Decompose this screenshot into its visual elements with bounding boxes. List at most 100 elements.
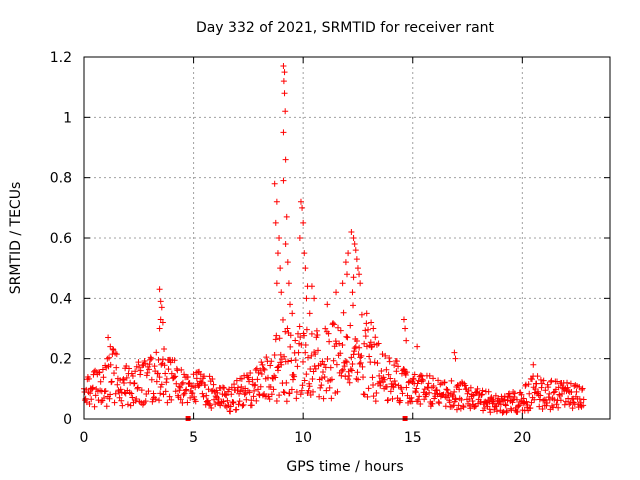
data-point xyxy=(305,387,312,394)
data-point xyxy=(503,407,510,414)
data-point xyxy=(203,392,210,399)
data-point xyxy=(539,405,546,412)
data-point xyxy=(293,389,300,396)
data-point xyxy=(381,376,388,383)
data-point xyxy=(350,274,357,281)
data-point xyxy=(333,289,340,296)
data-point xyxy=(208,404,215,411)
data-point xyxy=(327,364,334,371)
data-point xyxy=(183,386,190,393)
data-point xyxy=(88,396,95,403)
data-point xyxy=(260,365,267,372)
data-point xyxy=(511,393,518,400)
data-point xyxy=(129,372,136,379)
data-point xyxy=(382,352,389,359)
data-point xyxy=(320,395,327,402)
data-point xyxy=(233,406,240,413)
data-point xyxy=(377,382,384,389)
data-point xyxy=(195,382,202,389)
data-point xyxy=(326,338,333,345)
data-point xyxy=(303,326,310,333)
data-point xyxy=(402,371,409,378)
data-point xyxy=(332,338,339,345)
data-point xyxy=(306,310,313,317)
y-tick-label: 0.6 xyxy=(50,231,72,247)
y-tick-label: 0 xyxy=(63,412,72,428)
data-point xyxy=(284,259,291,266)
y-axis-ticks: 0 0.2 0.4 0.6 0.8 1 1.2 xyxy=(50,50,610,428)
data-point xyxy=(559,390,566,397)
data-point xyxy=(370,325,377,332)
data-point xyxy=(349,289,356,296)
data-point xyxy=(107,361,114,368)
data-point xyxy=(229,399,236,406)
data-point xyxy=(464,390,471,397)
data-point xyxy=(550,404,557,411)
data-point xyxy=(374,360,381,367)
data-point xyxy=(501,396,508,403)
data-point xyxy=(365,385,372,392)
data-point xyxy=(173,380,180,387)
data-point xyxy=(221,384,228,391)
data-point xyxy=(184,373,191,380)
data-point xyxy=(252,381,259,388)
data-point xyxy=(486,406,493,413)
data-point xyxy=(215,395,222,402)
data-point xyxy=(163,375,170,382)
data-point xyxy=(287,301,294,308)
data-point xyxy=(295,349,302,356)
data-point xyxy=(566,401,573,408)
data-point xyxy=(186,380,193,387)
data-point xyxy=(114,381,121,388)
data-point xyxy=(545,384,552,391)
data-point xyxy=(89,385,96,392)
data-point xyxy=(425,380,432,387)
data-point xyxy=(150,390,157,397)
data-point xyxy=(414,343,421,350)
data-point xyxy=(288,386,295,393)
data-point xyxy=(312,365,319,372)
data-point xyxy=(355,376,362,383)
data-point xyxy=(339,341,346,348)
data-point xyxy=(314,331,321,338)
data-point xyxy=(254,376,261,383)
data-point xyxy=(274,250,281,257)
data-point xyxy=(359,363,366,370)
data-point xyxy=(113,351,120,358)
data-point xyxy=(537,376,544,383)
data-point xyxy=(292,357,299,364)
data-point xyxy=(164,399,171,406)
grid-lines xyxy=(84,57,610,419)
data-point xyxy=(100,374,107,381)
data-point xyxy=(106,354,113,361)
data-point xyxy=(138,387,145,394)
data-point xyxy=(128,390,135,397)
data-point xyxy=(248,402,255,409)
data-point xyxy=(171,357,178,364)
data-point xyxy=(127,402,134,409)
data-point xyxy=(576,383,583,390)
data-point xyxy=(352,247,359,254)
data-point xyxy=(270,386,277,393)
data-point xyxy=(336,340,343,347)
data-point xyxy=(431,390,438,397)
data-point xyxy=(485,388,492,395)
data-point xyxy=(349,361,356,368)
data-point xyxy=(499,409,506,416)
data-point xyxy=(257,383,264,390)
data-point xyxy=(157,298,164,305)
data-point xyxy=(146,366,153,373)
data-point xyxy=(205,386,212,393)
data-point xyxy=(310,388,317,395)
data-point xyxy=(412,389,419,396)
x-tick-label: 15 xyxy=(404,430,422,446)
data-point xyxy=(158,361,165,368)
data-point xyxy=(301,250,308,257)
data-point xyxy=(280,177,287,184)
data-point xyxy=(258,370,265,377)
data-point xyxy=(458,396,465,403)
data-point xyxy=(479,387,486,394)
data-point xyxy=(133,395,140,402)
data-point xyxy=(296,235,303,241)
data-point xyxy=(518,391,525,398)
